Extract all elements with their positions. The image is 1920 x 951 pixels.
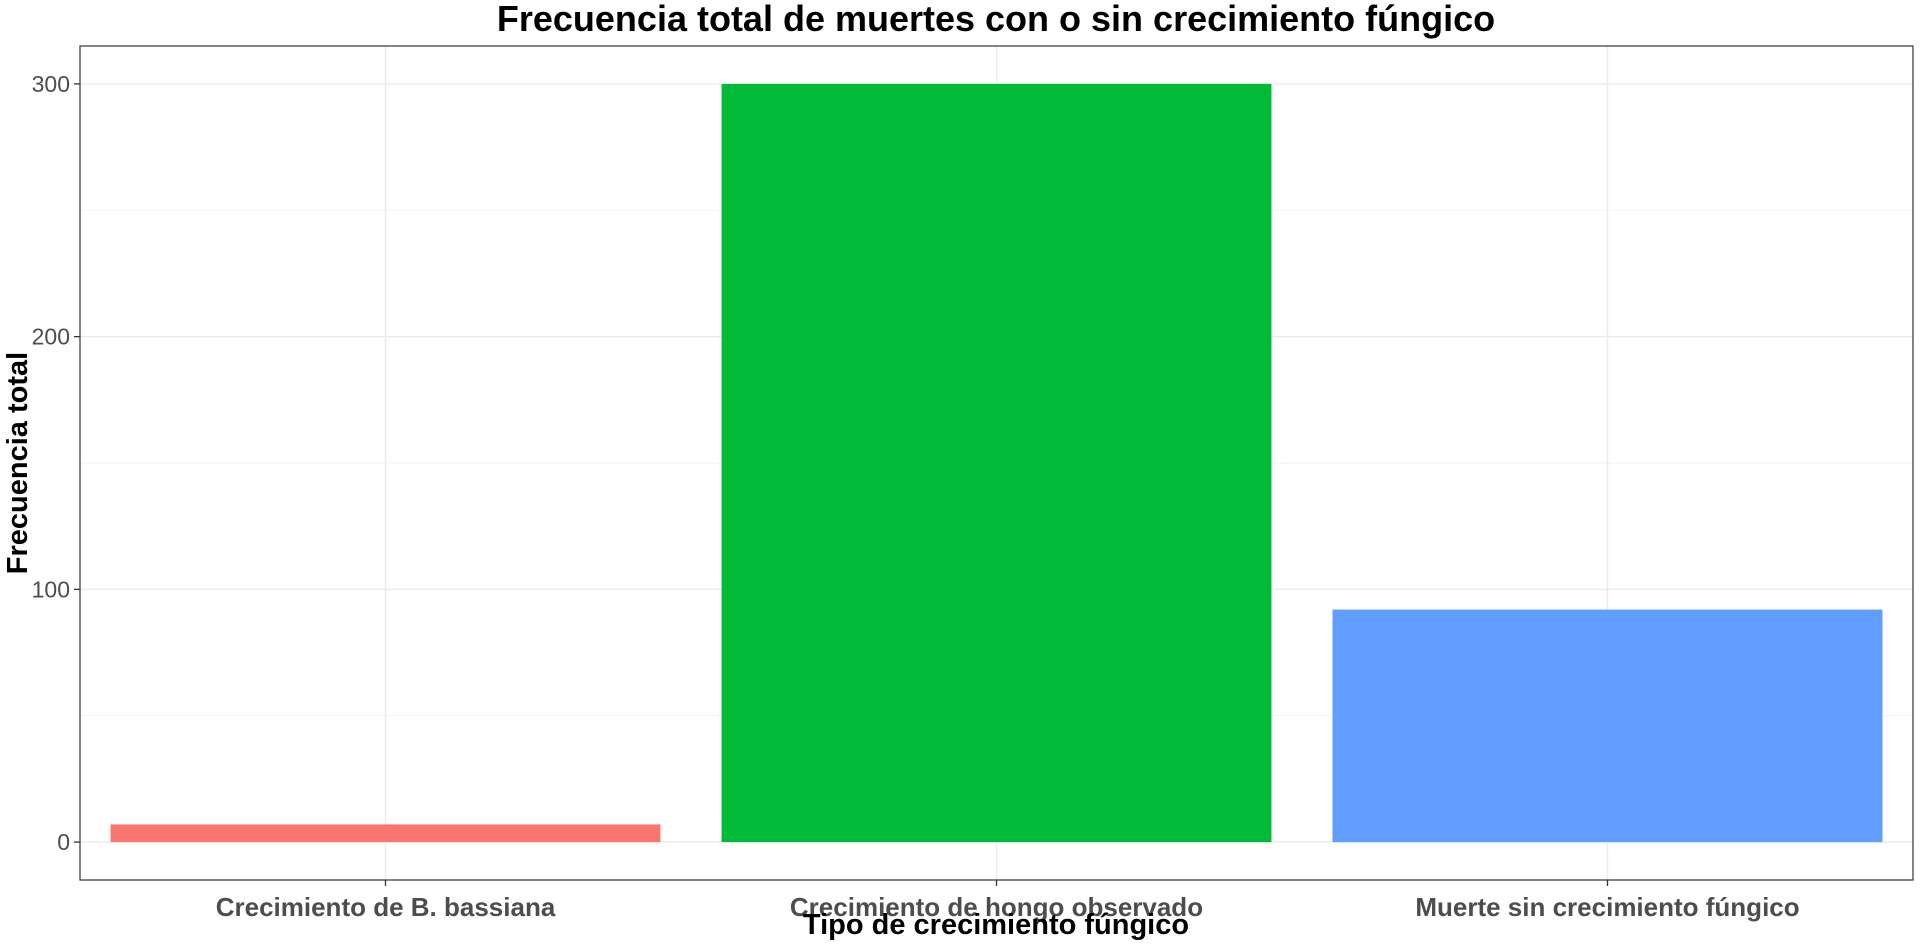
x-axis-tick-labels: Crecimiento de B. bassiana Crecimiento de…: [216, 892, 1800, 922]
y-tick-label-0: 0: [57, 829, 70, 855]
bar-2: [721, 83, 1272, 843]
axis-ticks: [74, 83, 1609, 886]
y-tick-label-2: 200: [32, 324, 70, 350]
bar-3: [1332, 609, 1883, 843]
x-tick-label-1: Crecimiento de hongo observado: [790, 892, 1203, 922]
x-axis-title: Tipo de crecimiento fúngico: [803, 909, 1189, 941]
y-tick-label-3: 300: [32, 71, 70, 97]
x-tick-label-0: Crecimiento de B. bassiana: [216, 892, 556, 922]
y-axis-tick-labels: 0 100 200 300: [32, 71, 70, 855]
y-axis-title: Frecuencia total: [2, 352, 34, 574]
bars: [110, 83, 1883, 843]
x-tick-label-2: Muerte sin crecimiento fúngico: [1415, 892, 1799, 922]
bar-1: [110, 824, 661, 843]
y-tick-label-1: 100: [32, 576, 70, 602]
chart-title: Frecuencia total de muertes con o sin cr…: [497, 0, 1495, 39]
